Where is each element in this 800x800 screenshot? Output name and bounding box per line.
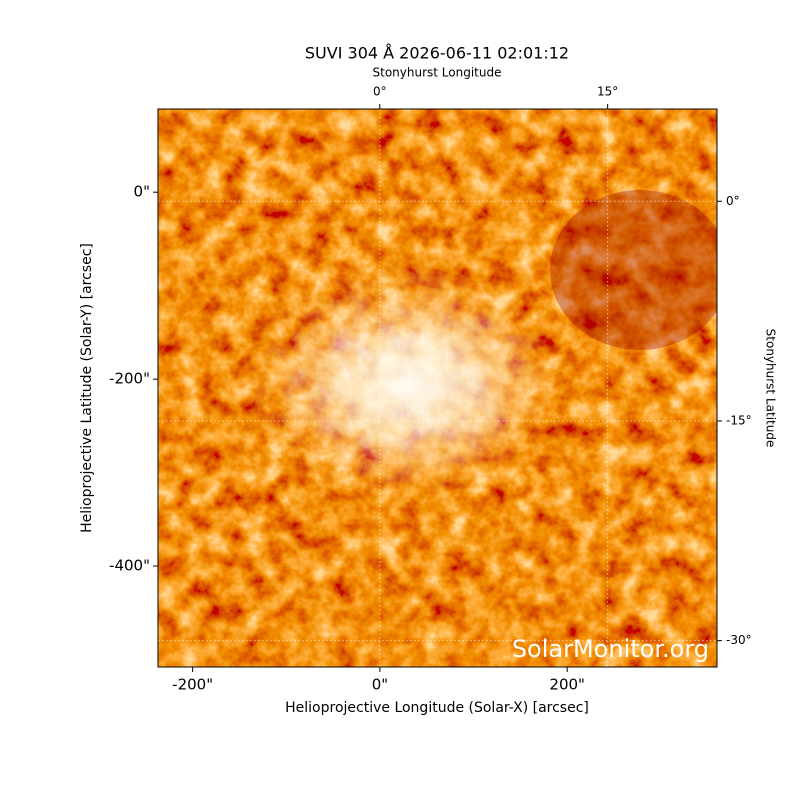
x-tick-label: 0": [372, 676, 388, 694]
x-tick-label: -200": [172, 676, 213, 694]
x-axis-label: Helioprojective Longitude (Solar-X) [arc…: [285, 700, 589, 716]
grid: [158, 109, 717, 667]
y-axis-label: Helioprojective Latitude (Solar-Y) [arcs…: [79, 243, 95, 533]
x-tick-label: 200": [549, 676, 585, 694]
y-tick-label: 0": [134, 183, 150, 201]
watermark: SolarMonitor.org: [512, 635, 709, 663]
right-tick-label: -15°: [726, 413, 752, 427]
top-axis-label: Stonyhurst Longitude: [373, 66, 502, 80]
solar-image: [158, 109, 717, 667]
y-tick-label: -400": [109, 557, 150, 575]
top-tick-label: 15°: [597, 85, 618, 99]
chart-title: SUVI 304 Å 2026-06-11 02:01:12: [305, 44, 569, 63]
top-tick-label: 0°: [373, 85, 387, 99]
axes-frame: [157, 108, 718, 668]
y-tick-label: -200": [109, 370, 150, 388]
right-axis-label: Stonyhurst Latitude: [764, 329, 778, 448]
right-tick-label: 0°: [726, 194, 740, 208]
right-tick-label: -30°: [726, 633, 752, 647]
